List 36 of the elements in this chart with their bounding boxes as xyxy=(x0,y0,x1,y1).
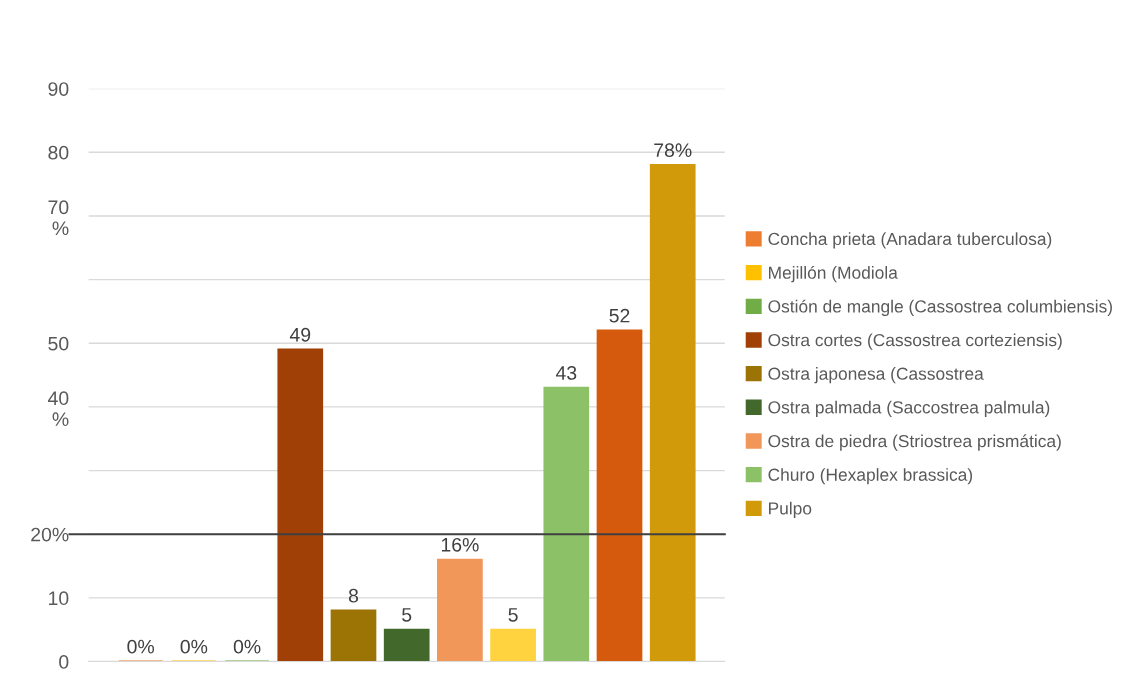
legend-label: Churo (Hexaplex brassica) xyxy=(768,468,973,485)
legend-label: Ostión de mangle (Cassostrea columbiensis) xyxy=(768,299,1112,317)
bar xyxy=(596,329,643,662)
bar xyxy=(649,164,696,662)
data-label: 52 xyxy=(609,308,630,323)
data-label: 0% xyxy=(180,639,208,654)
y-tick-label: 80 xyxy=(48,145,69,160)
legend-label: Pulpo xyxy=(769,501,812,518)
legend-label: Ostra cortes (Cassostrea corteziensis) xyxy=(768,333,1062,350)
y-tick-label: 10 xyxy=(49,591,69,606)
legend-label: Ostra de piedra (Striostrea prismática) xyxy=(768,434,1061,451)
bar xyxy=(330,609,377,662)
y-tick-label: 90 xyxy=(48,82,69,96)
y-tick-label: 40 % xyxy=(47,391,69,426)
y-tick-label: 70 % xyxy=(48,200,69,236)
data-label: 49 xyxy=(289,327,311,342)
data-label: 78% xyxy=(654,143,692,158)
data-label: 5 xyxy=(508,608,518,622)
data-label: 16% xyxy=(441,537,479,552)
y-tick-label: 0 xyxy=(59,655,69,669)
legend-label: Concha prieta (Anadara tuberculosa) xyxy=(768,232,1052,249)
legend-label: Mejillón (Modiola xyxy=(769,265,898,283)
legend-label: Ostra palmada (Saccostrea palmula) xyxy=(768,400,1050,417)
y-tick-label: 50 xyxy=(48,336,69,351)
bar xyxy=(277,348,324,662)
bar xyxy=(543,386,590,662)
bar xyxy=(383,628,430,662)
bar xyxy=(437,558,483,662)
bar xyxy=(490,628,536,662)
data-label: 0% xyxy=(233,639,261,654)
data-label: 43 xyxy=(555,366,577,380)
data-label: 0% xyxy=(127,639,155,654)
data-label: 8 xyxy=(348,588,359,603)
data-label: 5 xyxy=(402,608,412,622)
y-tick-label: 20% xyxy=(31,527,69,542)
legend-label: Ostra japonesa (Cassostrea xyxy=(768,367,984,384)
